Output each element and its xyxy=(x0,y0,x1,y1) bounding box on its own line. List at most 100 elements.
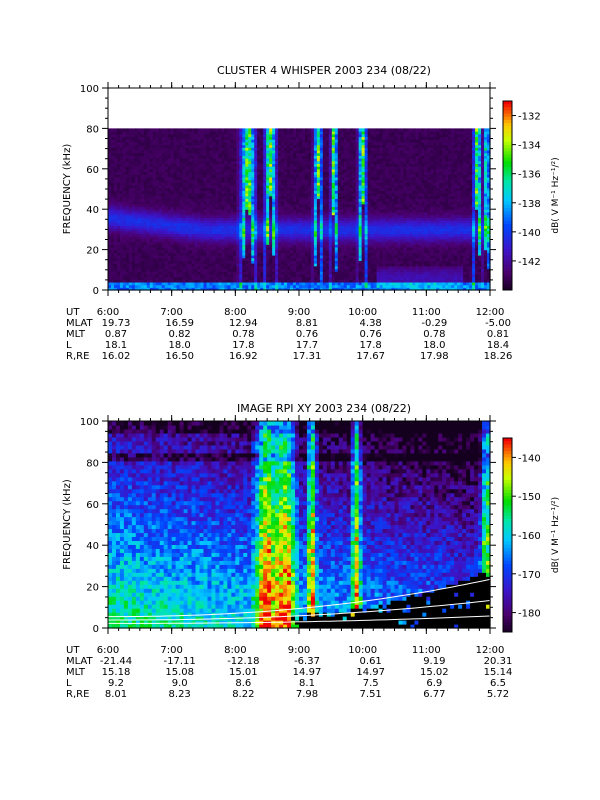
ephemeris-value: 15.02 xyxy=(420,667,449,678)
ephemeris-value: 18.0 xyxy=(169,340,191,351)
ephemeris-value: 10:00 xyxy=(348,307,377,318)
ephemeris-value: 6:00 xyxy=(97,307,119,318)
x-axis xyxy=(107,82,491,296)
y-tick-label: 80 xyxy=(86,458,99,469)
ephemeris-value: 8.22 xyxy=(232,689,254,700)
ephemeris-value: 0.78 xyxy=(232,329,254,340)
x-axis xyxy=(107,415,491,634)
ephemeris-value: 9.2 xyxy=(108,678,124,689)
ephemeris-value: 16.59 xyxy=(165,318,194,329)
ephemeris-value: 0.76 xyxy=(296,329,318,340)
colorbar-tick-label: -170 xyxy=(518,570,541,581)
ephemeris-value: 10:00 xyxy=(348,645,377,656)
ephemeris-value: -21.44 xyxy=(100,656,132,667)
ephemeris-value: 0.61 xyxy=(360,656,382,667)
ephemeris-row-label: UT xyxy=(66,307,80,318)
ephemeris-value: 8:00 xyxy=(224,307,246,318)
ephemeris-value: 7.98 xyxy=(296,689,318,700)
ephemeris-value: 8:00 xyxy=(224,645,246,656)
colorbar-tick-label: -138 xyxy=(518,199,541,210)
ephemeris-value: 5.72 xyxy=(487,689,509,700)
ephemeris-value: 17.8 xyxy=(232,340,254,351)
ephemeris-row-label: MLAT xyxy=(66,318,93,329)
ephemeris-value: 11:00 xyxy=(412,307,441,318)
y-tick-label: 100 xyxy=(80,84,99,95)
colorbar-tick-label: -142 xyxy=(518,257,541,268)
ephemeris-value: 16.50 xyxy=(165,351,194,362)
ephemeris-row-label: R,RE xyxy=(66,351,89,362)
ephemeris-value: 7:00 xyxy=(160,307,182,318)
y-tick-label: 40 xyxy=(86,205,99,216)
ephemeris-row-label: MLT xyxy=(66,329,86,340)
ephemeris-value: 17.67 xyxy=(356,351,385,362)
ephemeris-value: 20.31 xyxy=(484,656,513,667)
ephemeris-value: 15.14 xyxy=(484,667,513,678)
ephemeris-table: UT 6:00 7:00 8:00 9:00 10:00 11:00 12:00 MLAT 19.… xyxy=(66,307,512,362)
ephemeris-value: 9.0 xyxy=(172,678,188,689)
y-tick-label: 0 xyxy=(93,624,99,635)
heatmap-cells xyxy=(108,421,491,629)
ephemeris-value: 15.08 xyxy=(165,667,194,678)
colorbar-tick-label: -140 xyxy=(518,228,541,239)
ephemeris-value: 6.5 xyxy=(490,678,506,689)
y-axis: 0 20 40 60 80 100 FREQUENCY (kHz) xyxy=(62,84,496,297)
ephemeris-row-label: L xyxy=(66,678,72,689)
ephemeris-table: UT 6:00 7:00 8:00 9:00 10:00 11:00 12:00 MLAT -21… xyxy=(66,645,512,700)
ephemeris-value: 8.6 xyxy=(235,678,251,689)
chart-title: CLUSTER 4 WHISPER 2003 234 (08/22) xyxy=(217,64,431,77)
y-tick-label: 60 xyxy=(86,165,99,176)
ephemeris-value: 9:00 xyxy=(288,307,310,318)
ephemeris-value: 9.19 xyxy=(423,656,445,667)
ephemeris-value: 8.1 xyxy=(299,678,315,689)
colorbar-tick-label: -180 xyxy=(518,609,541,620)
ephemeris-value: 8.81 xyxy=(296,318,318,329)
ephemeris-row-label: MLAT xyxy=(66,656,93,667)
colorbar-tick-label: -140 xyxy=(518,453,541,464)
ephemeris-row-label: L xyxy=(66,340,72,351)
ephemeris-value: 15.18 xyxy=(102,667,131,678)
ephemeris-value: 6.77 xyxy=(423,689,445,700)
ephemeris-value: 17.31 xyxy=(293,351,322,362)
ephemeris-value: 19.73 xyxy=(102,318,131,329)
ephemeris-value: 0.76 xyxy=(360,329,382,340)
ephemeris-value: 14.97 xyxy=(356,667,385,678)
ephemeris-value: 16.92 xyxy=(229,351,258,362)
ephemeris-row-label: UT xyxy=(66,645,80,656)
colorbar-tick-label: -132 xyxy=(518,112,541,123)
ephemeris-value: 18.4 xyxy=(487,340,509,351)
ephemeris-value: 16.02 xyxy=(102,351,131,362)
ephemeris-value: 14.97 xyxy=(293,667,322,678)
ephemeris-value: 9:00 xyxy=(288,645,310,656)
spectrogram-panel-2: IMAGE RPI XY 2003 234 (08/22) 0 20 40 60 80 10… xyxy=(62,402,561,700)
colorbar-tick-label: -136 xyxy=(518,170,541,181)
spectrogram-panel-1: CLUSTER 4 WHISPER 2003 234 (08/22) 0 20 40 6… xyxy=(62,64,561,362)
ephemeris-value: 7.51 xyxy=(360,689,382,700)
ephemeris-value: -12.18 xyxy=(227,656,259,667)
ephemeris-value: -0.29 xyxy=(421,318,447,329)
ephemeris-value: 0.82 xyxy=(169,329,191,340)
y-tick-label: 20 xyxy=(86,583,99,594)
ephemeris-value: 15.01 xyxy=(229,667,258,678)
ephemeris-value: 17.98 xyxy=(420,351,449,362)
ephemeris-value: 0.81 xyxy=(487,329,509,340)
y-tick-label: 80 xyxy=(86,124,99,135)
ephemeris-value: -5.00 xyxy=(485,318,511,329)
ephemeris-value: -17.11 xyxy=(164,656,196,667)
ephemeris-value: 17.7 xyxy=(296,340,318,351)
ephemeris-value: 8.23 xyxy=(169,689,191,700)
ephemeris-value: 17.8 xyxy=(360,340,382,351)
colorbar-tick-label: -160 xyxy=(518,531,541,542)
colorbar: -132 -134 -136 -138 -140 -142 dB( V M⁻¹ Hz⁻¹/²… xyxy=(502,100,561,291)
y-tick-label: 20 xyxy=(86,246,99,257)
ephemeris-value: 0.78 xyxy=(423,329,445,340)
ephemeris-row-label: R,RE xyxy=(66,689,89,700)
harmonic-curves xyxy=(108,578,491,624)
ephemeris-value: 7.5 xyxy=(363,678,379,689)
ephemeris-value: 18.26 xyxy=(484,351,513,362)
y-axis: 0 20 40 60 80 100 FREQUENCY (kHz) xyxy=(62,417,496,635)
y-axis-label: FREQUENCY (kHz) xyxy=(62,479,73,570)
ephemeris-value: 0.87 xyxy=(105,329,127,340)
ephemeris-value: 18.1 xyxy=(105,340,127,351)
y-tick-label: 60 xyxy=(86,500,99,511)
ephemeris-value: -6.37 xyxy=(294,656,320,667)
